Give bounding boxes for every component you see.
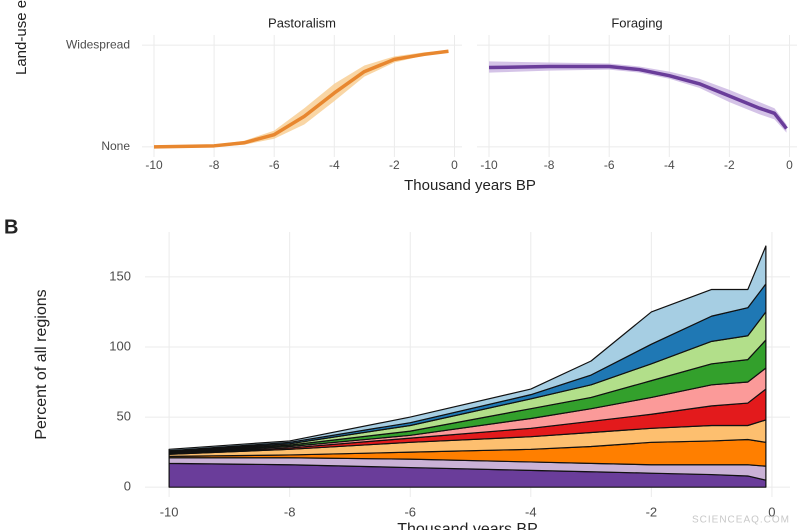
x-tick-label: -10	[480, 158, 498, 172]
y-tick-label: 50	[117, 409, 131, 424]
x-tick-label: -8	[209, 158, 220, 172]
x-tick-label: -4	[664, 158, 675, 172]
y-tick-label: 150	[109, 268, 131, 283]
panel-title: Foraging	[611, 15, 662, 30]
x-tick-label: 0	[768, 504, 775, 519]
x-tick-label: -6	[604, 158, 615, 172]
x-tick-label: 0	[786, 158, 793, 172]
x-tick-label: -8	[284, 504, 296, 519]
x-tick-label: 0	[451, 158, 458, 172]
y-tick-label: None	[101, 139, 130, 153]
x-tick-label: -2	[389, 158, 400, 172]
panel-label: B	[4, 216, 18, 238]
x-tick-label: -4	[329, 158, 340, 172]
x-tick-label: -6	[404, 504, 416, 519]
x-tick-label: -10	[145, 158, 163, 172]
x-tick-label: -10	[160, 504, 179, 519]
x-tick-label: -4	[525, 504, 537, 519]
trend-line	[153, 49, 449, 149]
watermark: SCIENCEAQ.COM	[692, 515, 790, 526]
trend-line	[488, 64, 788, 130]
panel-title: Pastoralism	[268, 15, 336, 30]
y-axis-title: Land-use e	[13, 0, 30, 75]
confidence-band	[489, 61, 787, 133]
x-axis-title: Thousand years BP	[404, 177, 536, 194]
x-tick-label: -2	[724, 158, 735, 172]
y-axis-title: Percent of all regions	[33, 289, 50, 439]
stacked-area	[168, 245, 767, 452]
x-tick-label: -6	[269, 158, 280, 172]
x-axis-title: Thousand years BP	[397, 521, 538, 530]
y-tick-label: 100	[109, 338, 131, 353]
x-tick-label: -2	[646, 504, 658, 519]
y-tick-label: 0	[124, 479, 131, 494]
x-tick-label: -8	[544, 158, 555, 172]
y-tick-label: Widespread	[66, 37, 130, 51]
confidence-band	[154, 50, 449, 147]
